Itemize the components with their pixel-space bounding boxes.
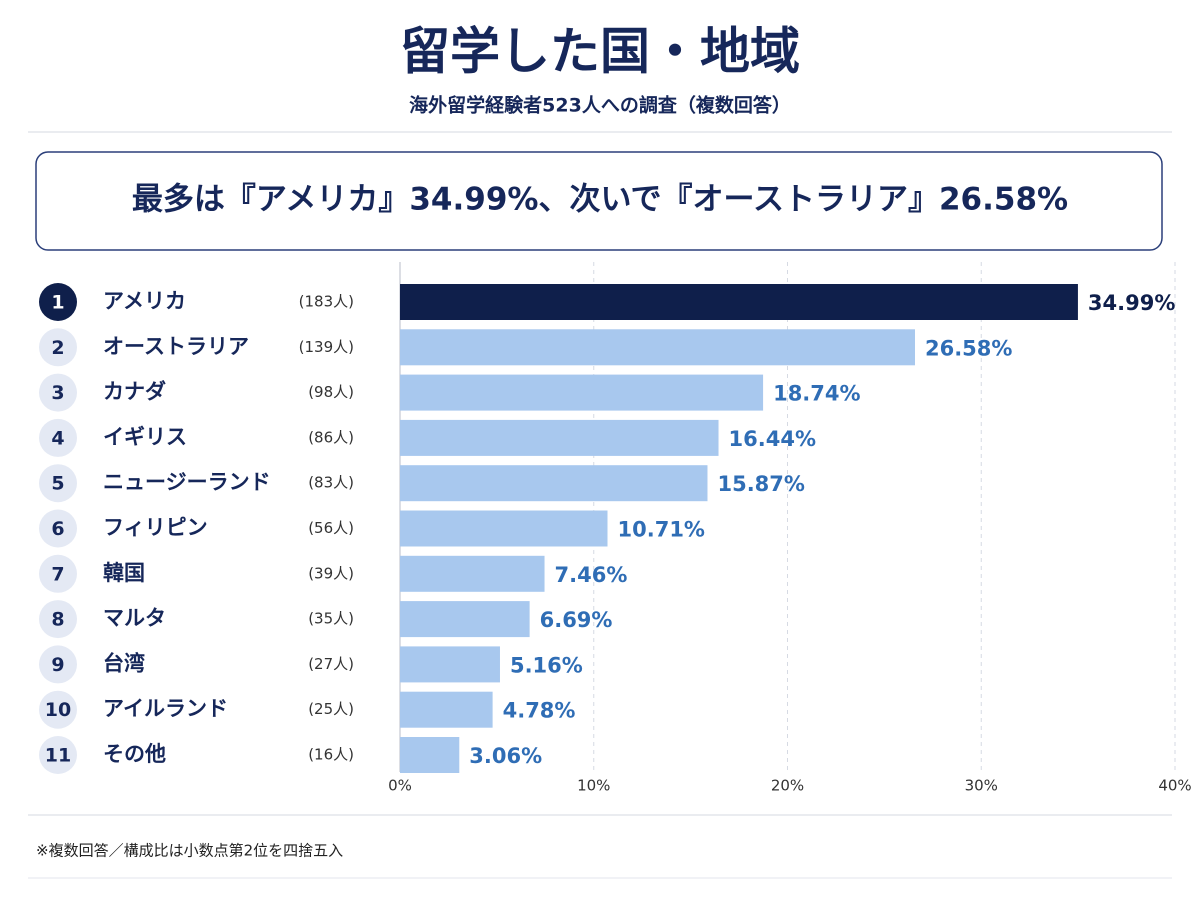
category-label: アイルランド bbox=[103, 697, 228, 721]
x-tick-label: 0% bbox=[388, 777, 412, 795]
rank-badge bbox=[39, 736, 77, 774]
rank: 7 bbox=[51, 563, 64, 585]
value-label: 10.71% bbox=[618, 518, 705, 542]
value-label: 5.16% bbox=[510, 653, 583, 677]
bar bbox=[400, 374, 764, 411]
value-label: 34.99% bbox=[1088, 291, 1175, 315]
count-label: (39人) bbox=[308, 564, 354, 582]
bar bbox=[400, 737, 460, 773]
rank: 8 bbox=[51, 609, 64, 631]
bar bbox=[400, 555, 545, 592]
value-label: 26.58% bbox=[925, 336, 1012, 360]
count-label: (83人) bbox=[308, 474, 354, 492]
count-label: (183人) bbox=[299, 293, 354, 311]
rank-badge bbox=[39, 283, 77, 321]
category-label: カナダ bbox=[103, 380, 166, 404]
count-label: (27人) bbox=[308, 655, 354, 673]
count-label: (86人) bbox=[308, 428, 354, 446]
rank: 1 bbox=[51, 292, 64, 314]
value-label: 4.78% bbox=[503, 699, 576, 723]
rank: 11 bbox=[45, 745, 71, 767]
rank-badge bbox=[39, 645, 77, 684]
chart-title: 留学した国・地域 bbox=[400, 23, 800, 81]
rank-badge bbox=[39, 600, 77, 639]
count-label: (98人) bbox=[308, 383, 354, 401]
category-label: その他 bbox=[103, 742, 166, 766]
category-label: 台湾 bbox=[103, 651, 145, 675]
rank-badge bbox=[39, 509, 77, 548]
category-label: フィリピン bbox=[103, 516, 208, 540]
rank: 2 bbox=[51, 337, 64, 359]
count-label: (16人) bbox=[308, 746, 354, 764]
category-label: イギリス bbox=[103, 425, 187, 449]
x-tick-label: 10% bbox=[577, 777, 610, 795]
rank-badge bbox=[39, 690, 77, 729]
x-tick-label: 20% bbox=[771, 777, 804, 795]
count-label: (25人) bbox=[308, 700, 354, 718]
x-tick-label: 40% bbox=[1158, 777, 1191, 795]
bar bbox=[400, 284, 1078, 320]
rank: 6 bbox=[51, 518, 64, 540]
value-label: 6.69% bbox=[540, 608, 613, 632]
rank-badge bbox=[39, 418, 77, 457]
rank-badge bbox=[39, 554, 77, 593]
category-label: ニュージーランド bbox=[103, 470, 271, 494]
bar bbox=[400, 601, 530, 638]
category-label: アメリカ bbox=[103, 289, 186, 313]
highlight-text: 最多は『アメリカ』34.99%、次いで『オーストラリア』26.58% bbox=[132, 182, 1068, 218]
bar bbox=[400, 465, 708, 502]
bar bbox=[400, 510, 608, 547]
rank: 4 bbox=[51, 427, 64, 449]
rank: 3 bbox=[51, 382, 64, 404]
category-label: オーストラリア bbox=[103, 334, 249, 358]
value-label: 15.87% bbox=[717, 472, 804, 496]
category-label: マルタ bbox=[103, 606, 166, 630]
rank: 5 bbox=[51, 473, 64, 495]
bar bbox=[400, 329, 915, 366]
value-label: 18.74% bbox=[773, 382, 860, 406]
x-tick-label: 30% bbox=[965, 777, 998, 795]
bar bbox=[400, 419, 719, 456]
count-label: (139人) bbox=[299, 338, 354, 356]
count-label: (35人) bbox=[308, 610, 354, 628]
value-label: 3.06% bbox=[469, 744, 542, 768]
value-label: 16.44% bbox=[729, 427, 816, 451]
chart-subtitle: 海外留学経験者523人への調査（複数回答） bbox=[409, 94, 791, 117]
value-label: 7.46% bbox=[555, 563, 628, 587]
bar bbox=[400, 646, 500, 683]
rank: 9 bbox=[51, 654, 64, 676]
count-label: (56人) bbox=[308, 519, 354, 537]
category-label: 韓国 bbox=[103, 561, 145, 585]
rank: 10 bbox=[45, 699, 71, 721]
bar bbox=[400, 691, 493, 728]
note: ※複数回答／構成比は小数点第2位を四捨五入 bbox=[36, 842, 343, 860]
rank-badge bbox=[39, 328, 77, 367]
rank-badge bbox=[39, 464, 77, 503]
highlight-box bbox=[35, 151, 1163, 251]
rank-badge bbox=[39, 373, 77, 412]
